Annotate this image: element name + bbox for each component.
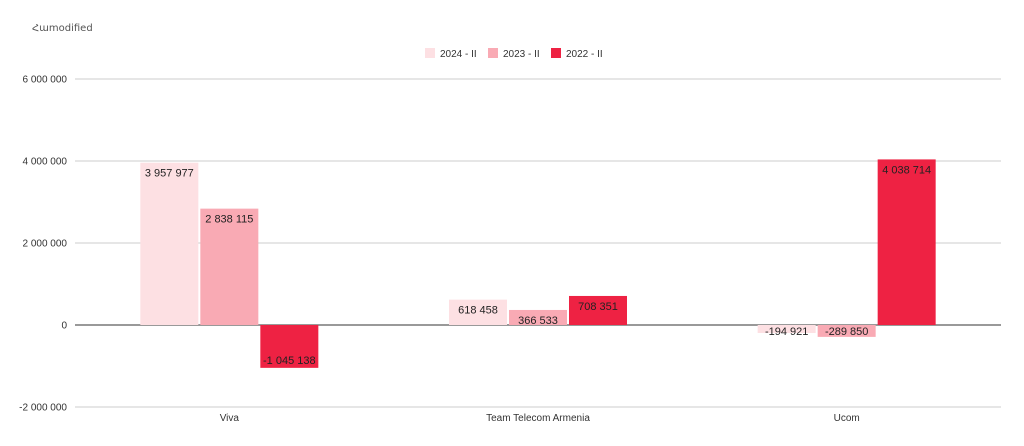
bar [569, 295, 627, 325]
bar [817, 325, 876, 337]
bar [449, 299, 507, 325]
data-label: 708 351 [578, 301, 618, 313]
data-label: 366 533 [518, 315, 558, 327]
data-label: 4 038 714 [882, 164, 931, 176]
legend: 2024 - II 2023 - II 2022 - II [425, 48, 603, 60]
bar [509, 309, 567, 325]
data-label: 3 957 977 [145, 168, 194, 180]
y-tick-label: 4 000 000 [23, 157, 68, 168]
y-tick-label: 0 [61, 321, 67, 332]
legend-swatch [488, 48, 498, 58]
bar [140, 162, 199, 325]
data-labels: 3 957 977 2 838 115 -1 045 138 618 458 366 5… [145, 164, 931, 366]
data-label: 2 838 115 [205, 214, 253, 226]
data-label: 618 458 [458, 305, 498, 317]
x-category-label: Viva [220, 413, 240, 424]
bar [200, 208, 259, 325]
legend-label: 2023 - II [503, 49, 540, 60]
legend-label: 2024 - II [440, 49, 477, 60]
x-category-label: Ucom [834, 413, 860, 424]
legend-swatch [425, 48, 435, 58]
y-tick-label: 2 000 000 [23, 239, 68, 250]
bar [757, 325, 816, 333]
data-label: -289 850 [825, 326, 868, 338]
data-label: -194 921 [765, 326, 808, 338]
x-category-label: Team Telecom Armenia [486, 413, 590, 424]
chart-title: Հաmodified [32, 23, 93, 34]
bar [877, 159, 936, 325]
legend-label: 2022 - II [566, 49, 603, 60]
legend-swatch [551, 48, 561, 58]
y-axis-ticks: -2 000 000 0 2 000 000 4 000 000 6 000 000 [19, 75, 67, 414]
bar-series [140, 159, 936, 368]
bar [260, 325, 319, 368]
y-tick-label: -2 000 000 [19, 403, 67, 414]
y-tick-label: 6 000 000 [23, 75, 68, 86]
data-label: -1 045 138 [263, 355, 316, 367]
x-axis-categories: Viva Team Telecom Armenia Ucom [220, 413, 860, 424]
